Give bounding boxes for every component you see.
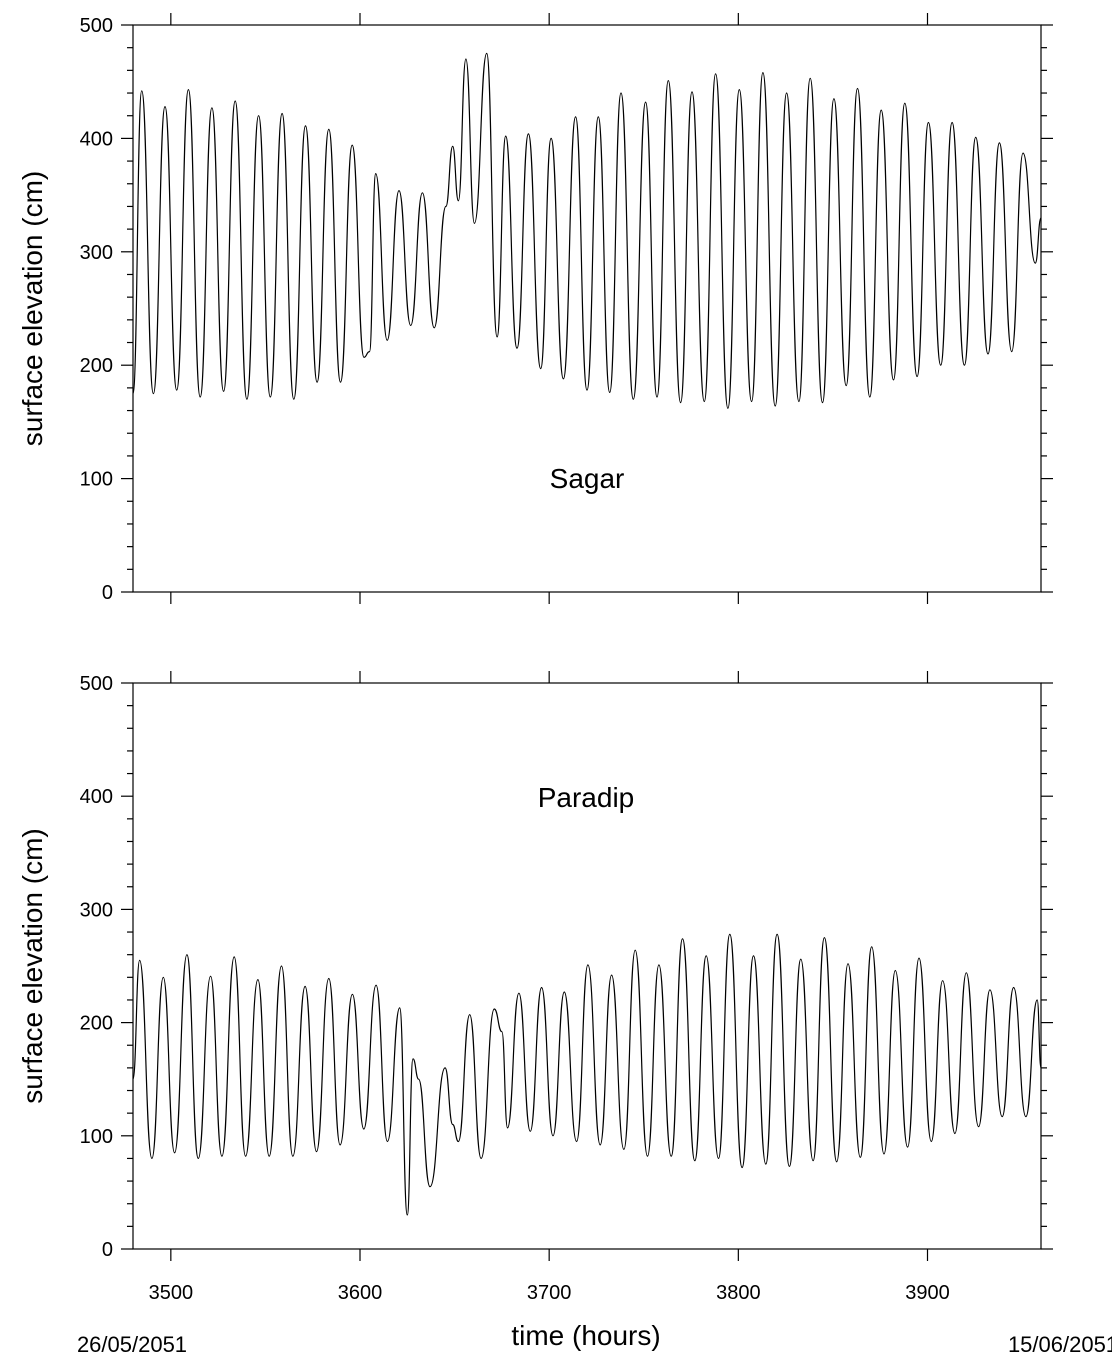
y-tick-label: 300 xyxy=(80,899,113,921)
y-tick-label: 500 xyxy=(80,15,113,37)
x-tick-label: 3700 xyxy=(527,1282,572,1304)
plot-frame xyxy=(132,682,1042,1250)
y-tick-label: 500 xyxy=(80,673,113,695)
y-tick-label: 100 xyxy=(80,1126,113,1148)
y-tick-label: 100 xyxy=(80,469,113,491)
x-axis-title: time (hours) xyxy=(511,1320,660,1351)
y-axis-title: surface elevation (cm) xyxy=(17,828,48,1103)
y-tick-label: 0 xyxy=(102,1239,113,1261)
y-tick-label: 400 xyxy=(80,786,113,808)
y-tick-label: 400 xyxy=(80,128,113,150)
panel-sagar: 0 100 200 300 400 500 surface elevation (cm) Sa… xyxy=(17,13,1053,604)
x-tick-label: 3800 xyxy=(716,1282,761,1304)
x-tick-label: 3900 xyxy=(905,1282,950,1304)
panel-paradip: 0 100 200 300 400 500 3500 3600 3700 3800 3900 surf… xyxy=(17,671,1053,1304)
y-tick-label: 200 xyxy=(80,1013,113,1035)
y-tick-label: 0 xyxy=(102,582,113,604)
station-label: Sagar xyxy=(550,463,625,494)
y-tick-label: 300 xyxy=(80,242,113,264)
series-line-paradip xyxy=(132,933,1042,1216)
x-tick-label: 3500 xyxy=(149,1282,194,1304)
plot-frame xyxy=(132,24,1042,593)
end-date-label: 15/06/2051 xyxy=(1008,1332,1112,1357)
series-line-sagar xyxy=(132,52,1042,409)
y-tick-label: 200 xyxy=(80,355,113,377)
x-tick-label: 3600 xyxy=(338,1282,383,1304)
station-label: Paradip xyxy=(538,782,635,813)
y-axis-title: surface elevation (cm) xyxy=(17,171,48,446)
start-date-label: 26/05/2051 xyxy=(77,1332,187,1357)
